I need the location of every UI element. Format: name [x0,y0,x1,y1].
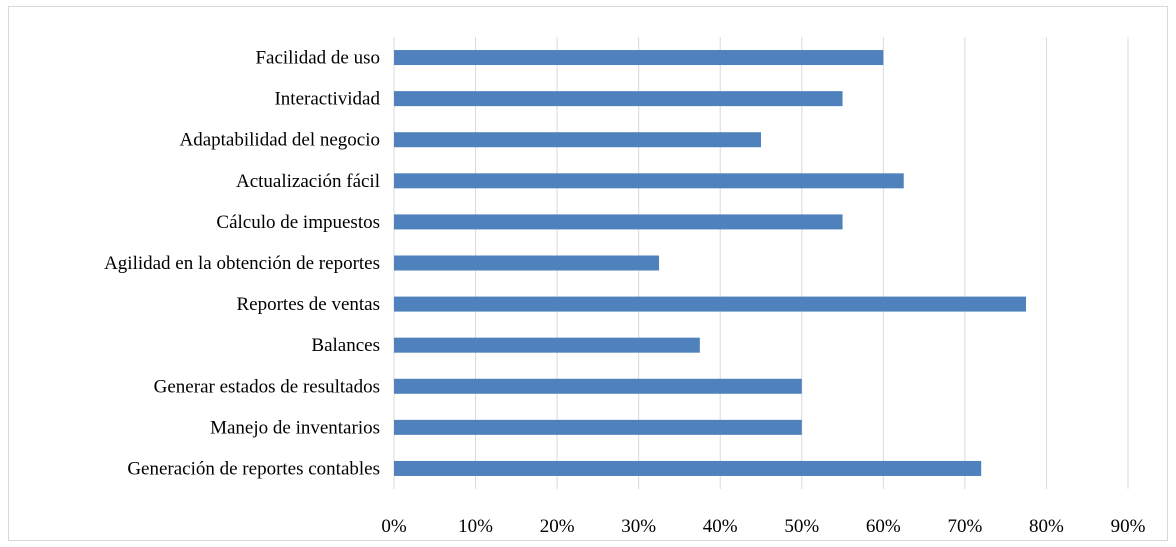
x-tick-label: 30% [621,516,656,537]
x-tick-label: 80% [1029,516,1064,537]
bar [394,378,802,394]
x-tick-label: 60% [866,516,901,537]
bar [394,296,1027,312]
chart-frame: Facilidad de uso Interactividad Adaptabili… [8,6,1168,541]
x-tick-label: 20% [540,516,575,537]
category-label: Generar estados de resultados [154,376,380,397]
x-tick-label: 70% [947,516,982,537]
bar [394,460,982,476]
bar [394,132,761,148]
bar [394,419,802,435]
category-labels: Facilidad de uso Interactividad Adaptabili… [104,48,380,480]
x-tick-label: 90% [1111,516,1146,537]
x-tick-labels: 0% 10% 20% 30% 40% 50% 60% 70% 80% 90% [381,516,1145,537]
bar [394,50,884,66]
bars [394,50,1027,476]
bar [394,255,660,271]
bar [394,337,700,353]
gridlines [393,37,1129,489]
category-label: Agilidad en la obtención de reportes [104,253,380,274]
bar [394,214,843,230]
bar [394,173,904,189]
x-tick-label: 10% [458,516,493,537]
bar-chart: Facilidad de uso Interactividad Adaptabili… [104,37,1146,537]
category-label: Interactividad [274,89,380,110]
category-label: Adaptabilidad del negocio [180,130,381,151]
x-tick-label: 0% [381,516,407,537]
category-label: Facilidad de uso [255,48,380,69]
category-label: Reportes de ventas [236,294,380,315]
category-label: Cálculo de impuestos [216,212,380,233]
bar [394,91,843,107]
category-label: Generación de reportes contables [127,458,380,479]
category-label: Manejo de inventarios [210,417,380,438]
x-tick-label: 40% [703,516,738,537]
category-label: Actualización fácil [236,171,380,192]
category-label: Balances [311,335,380,356]
x-tick-label: 50% [784,516,819,537]
